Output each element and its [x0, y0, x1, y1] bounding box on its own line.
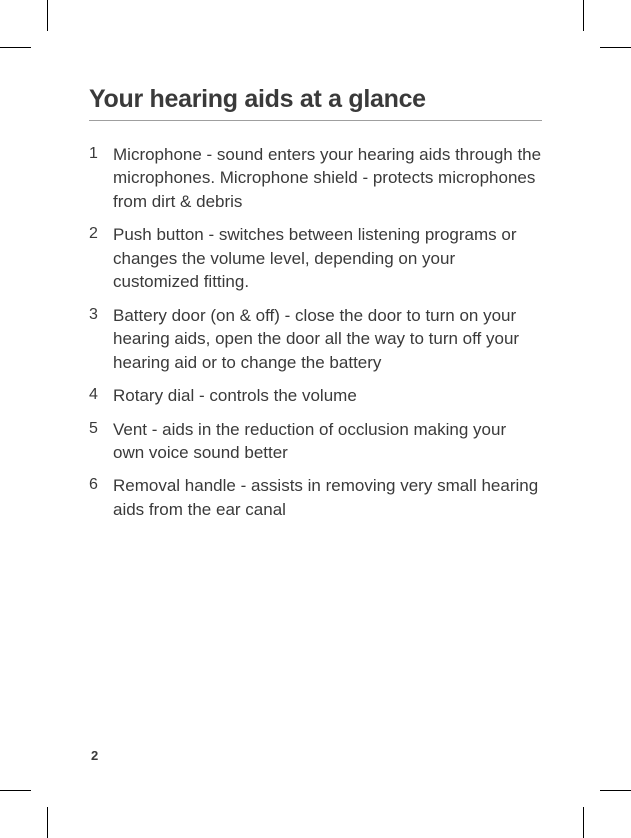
- crop-mark: [47, 807, 48, 838]
- crop-mark: [47, 0, 48, 31]
- item-text: Vent - aids in the reduction of occlusio…: [113, 418, 542, 465]
- list-item: 5 Vent - aids in the reduction of occlus…: [89, 418, 542, 465]
- item-number: 2: [89, 223, 113, 245]
- item-number: 1: [89, 143, 113, 165]
- item-text: Microphone - sound enters your hearing a…: [113, 143, 542, 213]
- item-text: Battery door (on & off) - close the door…: [113, 304, 542, 374]
- item-number: 5: [89, 418, 113, 440]
- crop-mark: [0, 47, 31, 48]
- crop-mark: [600, 47, 631, 48]
- item-text: Removal handle - assists in removing ver…: [113, 474, 542, 521]
- list-item: 6 Removal handle - assists in removing v…: [89, 474, 542, 521]
- list-item: 2 Push button - switches between listeni…: [89, 223, 542, 293]
- item-text: Rotary dial - controls the volume: [113, 384, 542, 407]
- list-item: 1 Microphone - sound enters your hearing…: [89, 143, 542, 213]
- item-number: 6: [89, 474, 113, 496]
- list-item: 4 Rotary dial - controls the volume: [89, 384, 542, 407]
- crop-mark: [583, 0, 584, 31]
- page-heading: Your hearing aids at a glance: [89, 85, 542, 121]
- crop-mark: [583, 807, 584, 838]
- feature-list: 1 Microphone - sound enters your hearing…: [89, 143, 542, 531]
- item-number: 4: [89, 384, 113, 406]
- crop-mark: [0, 790, 31, 791]
- page-number: 2: [89, 748, 542, 763]
- item-number: 3: [89, 304, 113, 326]
- crop-mark: [600, 790, 631, 791]
- page-content: Your hearing aids at a glance 1 Micropho…: [47, 47, 584, 791]
- item-text: Push button - switches between listening…: [113, 223, 542, 293]
- list-item: 3 Battery door (on & off) - close the do…: [89, 304, 542, 374]
